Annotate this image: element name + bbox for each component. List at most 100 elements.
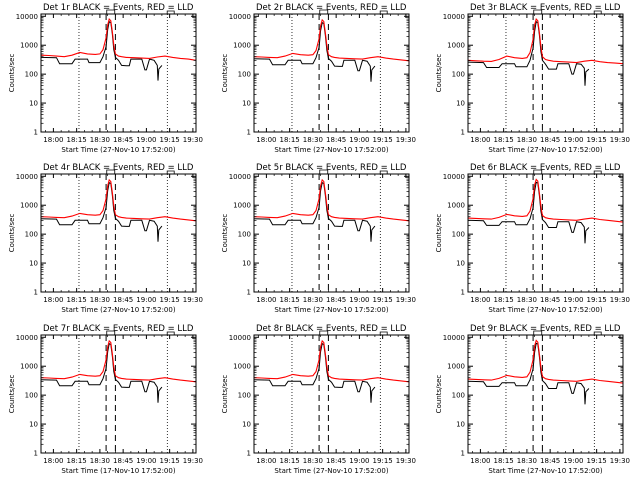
x-tick-label: 19:00 <box>349 457 369 465</box>
y-tick-label: 10000 <box>16 334 38 342</box>
plot-frame <box>253 13 410 133</box>
x-tick-label: 18:45 <box>540 457 560 465</box>
top-edge-marker <box>319 9 329 14</box>
plot-frame <box>467 334 624 454</box>
x-tick-label: 19:30 <box>610 457 630 465</box>
panel-title: Det 7r BLACK = Events, RED = LLD <box>43 324 194 334</box>
panel-det-4: Det 4r BLACK = Events, RED = LLD 1 10 100 10… <box>8 163 203 314</box>
y-axis-label: Counts/sec <box>8 375 16 414</box>
x-tick-label: 18:30 <box>303 457 323 465</box>
y-tick-label: 1000 <box>233 202 251 210</box>
panel-det-3: Det 3r BLACK = Events, RED = LLD 1 10 100 10… <box>435 3 630 154</box>
x-tick-label: 19:30 <box>396 136 416 144</box>
x-axis-label: Start Time (27-Nov-10 17:52:00) <box>488 306 602 314</box>
x-tick-label: 18:15 <box>67 296 87 304</box>
series-group <box>41 17 196 81</box>
x-tick-label: 18:15 <box>494 296 514 304</box>
y-tick-label: 100 <box>238 71 251 79</box>
x-tick-label: 19:15 <box>587 136 607 144</box>
x-tick-label: 19:15 <box>373 136 393 144</box>
y-axis-label: Counts/sec <box>435 54 443 93</box>
y-axis-label: Counts/sec <box>8 214 16 253</box>
top-edge-marker <box>379 331 388 335</box>
x-tick-label: 19:15 <box>587 457 607 465</box>
y-tick-label: 1 <box>34 450 38 458</box>
top-edge-marker <box>533 169 543 174</box>
top-edge-marker <box>533 9 543 14</box>
x-tick-label: 18:45 <box>113 457 133 465</box>
y-tick-label: 1000 <box>447 363 465 371</box>
y-tick-label: 1 <box>461 450 465 458</box>
panel-title: Det 4r BLACK = Events, RED = LLD <box>43 163 194 173</box>
y-tick-label: 100 <box>238 231 251 239</box>
y-tick-label: 10000 <box>16 173 38 181</box>
y-tick-label: 1000 <box>20 42 38 50</box>
x-tick-label: 18:15 <box>494 457 514 465</box>
panel-title: Det 9r BLACK = Events, RED = LLD <box>470 324 621 334</box>
x-tick-label: 18:45 <box>326 136 346 144</box>
y-tick-label: 10 <box>456 421 465 429</box>
top-edge-marker <box>106 9 116 14</box>
y-axis-label: Counts/sec <box>221 375 229 414</box>
top-edge-marker <box>319 330 329 335</box>
plot-frame <box>40 13 197 133</box>
x-tick-label: 18:15 <box>67 136 87 144</box>
x-tick-label: 19:00 <box>563 296 583 304</box>
x-tick-label: 19:00 <box>349 136 369 144</box>
x-axis-label: Start Time (27-Nov-10 17:52:00) <box>274 306 388 314</box>
x-tick-label: 19:30 <box>396 296 416 304</box>
panel-title: Det 1r BLACK = Events, RED = LLD <box>43 3 194 13</box>
plot-frame <box>40 334 197 454</box>
x-tick-label: 19:15 <box>160 136 180 144</box>
y-tick-label: 10000 <box>229 334 251 342</box>
x-tick-label: 18:00 <box>470 296 490 304</box>
x-tick-label: 18:30 <box>90 296 110 304</box>
events-series-line <box>41 342 163 403</box>
plot-frame <box>253 173 410 293</box>
top-edge-marker <box>106 169 116 174</box>
x-tick-label: 19:00 <box>136 296 156 304</box>
events-series-line <box>468 181 590 244</box>
y-tick-label: 100 <box>25 392 38 400</box>
plot-frame <box>467 13 624 133</box>
x-axis-label: Start Time (27-Nov-10 17:52:00) <box>61 146 175 154</box>
top-edge-marker <box>593 10 602 14</box>
plot-frame <box>40 173 197 293</box>
y-axis-label: Counts/sec <box>221 54 229 93</box>
y-tick-label: 10 <box>242 260 251 268</box>
y-tick-label: 10000 <box>229 13 251 21</box>
series-group <box>41 339 196 403</box>
x-tick-label: 18:00 <box>256 296 276 304</box>
y-tick-label: 1000 <box>20 202 38 210</box>
x-tick-label: 19:30 <box>183 296 203 304</box>
x-tick-label: 18:45 <box>113 136 133 144</box>
series-group <box>468 18 623 86</box>
lld-series-line <box>254 339 409 383</box>
y-tick-label: 10 <box>456 260 465 268</box>
panel-det-5: Det 5r BLACK = Events, RED = LLD 1 10 100 10… <box>221 163 416 314</box>
panel-det-7: Det 7r BLACK = Events, RED = LLD 1 10 100 10… <box>8 324 203 475</box>
lld-series-line <box>41 178 196 222</box>
lld-series-line <box>41 17 196 61</box>
x-tick-label: 19:15 <box>373 296 393 304</box>
panel-det-1: Det 1r BLACK = Events, RED = LLD 1 10 100 10… <box>8 3 203 154</box>
top-edge-marker <box>379 10 388 14</box>
x-tick-label: 19:30 <box>610 136 630 144</box>
panel-title: Det 8r BLACK = Events, RED = LLD <box>256 324 407 334</box>
y-tick-label: 10000 <box>443 334 465 342</box>
y-axis-label: Counts/sec <box>435 375 443 414</box>
x-tick-label: 18:00 <box>43 296 63 304</box>
y-tick-label: 10000 <box>229 173 251 181</box>
y-tick-label: 1 <box>247 450 251 458</box>
x-tick-label: 18:00 <box>256 457 276 465</box>
y-tick-label: 1 <box>247 289 251 297</box>
events-series-line <box>254 181 376 242</box>
y-tick-label: 1000 <box>447 202 465 210</box>
x-tick-label: 18:15 <box>280 457 300 465</box>
panel-title: Det 6r BLACK = Events, RED = LLD <box>470 163 621 173</box>
x-tick-label: 19:15 <box>160 457 180 465</box>
y-tick-label: 100 <box>452 231 465 239</box>
x-tick-label: 18:15 <box>280 296 300 304</box>
y-axis-label: Counts/sec <box>435 214 443 253</box>
